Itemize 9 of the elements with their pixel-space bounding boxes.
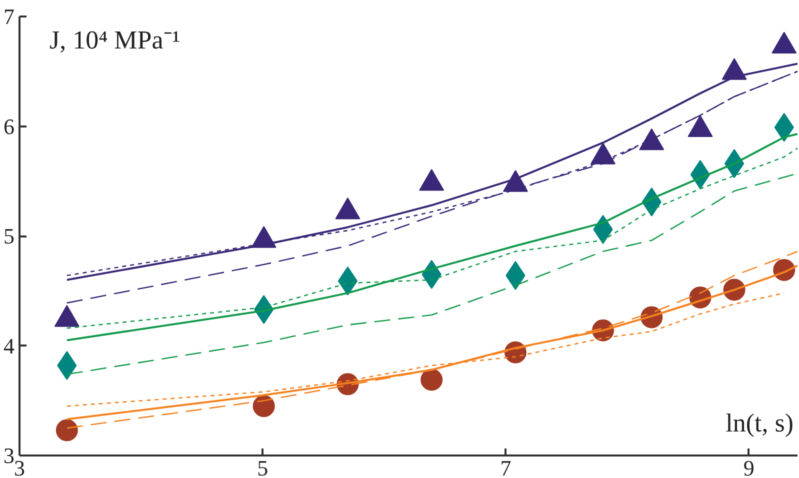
x-tick-label: 7 (500, 456, 512, 478)
y-tick-label: 4 (4, 333, 14, 358)
x-tick-label: 9 (743, 456, 754, 478)
x-axis-title: ln(t, s) (726, 408, 794, 438)
y-tick-label: 7 (4, 4, 14, 29)
y-tick-label: 6 (4, 114, 14, 139)
y-axis-title: J, 10⁴ MPa⁻¹ (50, 26, 180, 54)
x-tick-label: 5 (257, 456, 268, 478)
y-tick-label: 5 (4, 224, 14, 248)
